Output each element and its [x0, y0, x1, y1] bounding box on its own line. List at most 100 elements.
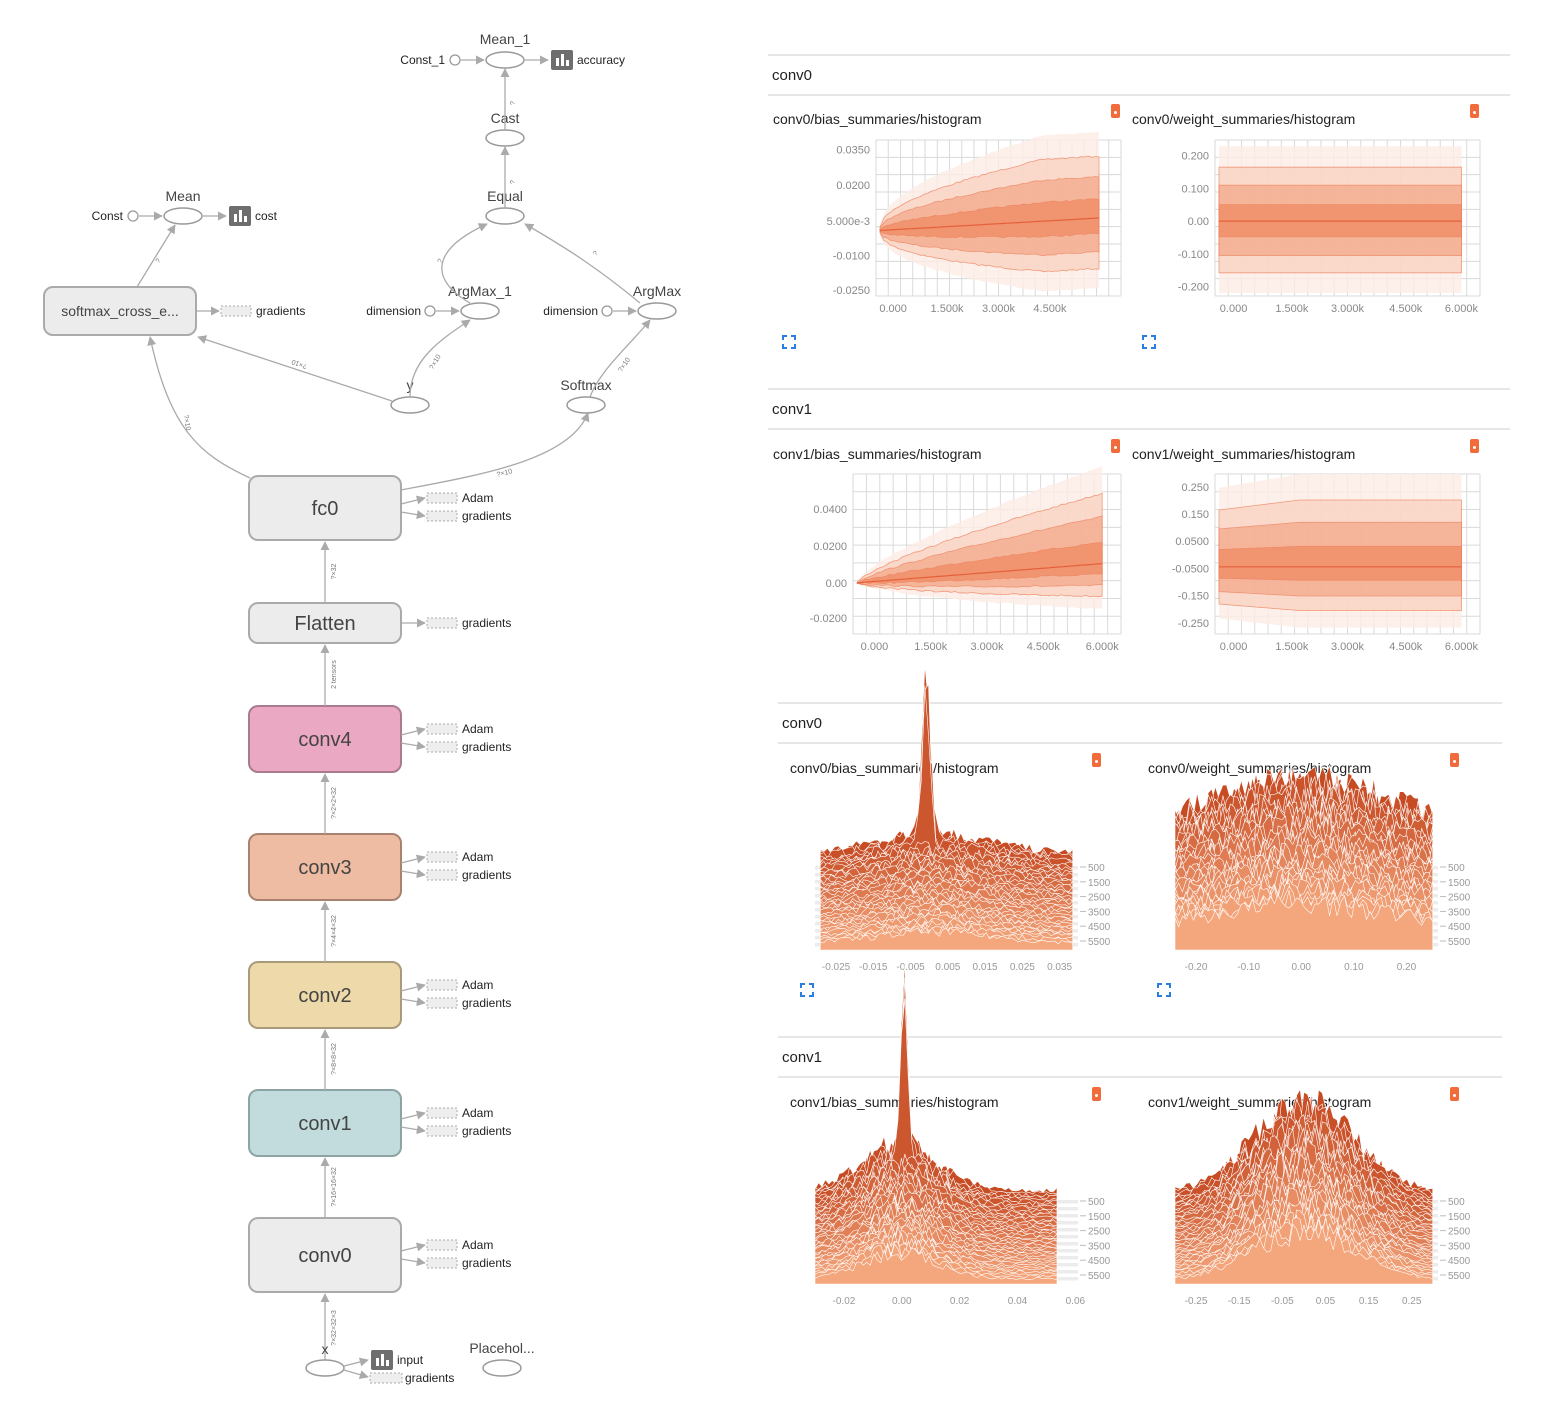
x-tick-label: -0.05: [1271, 1296, 1294, 1307]
median-line: [879, 217, 1100, 232]
aux-box-gradients[interactable]: [426, 1257, 458, 1269]
section-rule: [768, 94, 1510, 96]
fullscreen-icon[interactable]: [782, 335, 796, 349]
histogram-chart-conv0-weight[interactable]: 500 1500 2500 3500 4500 5500 -0.20 -0.10 0.00 0.1…: [1174, 764, 1498, 980]
node-x[interactable]: [305, 1359, 345, 1377]
x-tick-label: 0.015: [973, 962, 998, 973]
step-label: 3500: [1448, 907, 1471, 918]
aux-box-gradients[interactable]: [426, 741, 458, 753]
ridge-series: [1174, 894, 1434, 951]
card-menu-icon[interactable]: [1092, 753, 1101, 767]
card-title: conv0/weight_summaries/histogram: [1148, 760, 1372, 776]
summary-bar: [244, 216, 247, 222]
graph-panel[interactable]: fc0 Adam gradients Flatten gradients conv4 Ada…: [0, 0, 730, 1422]
node-dimension-1[interactable]: [424, 305, 436, 317]
graph-canvas[interactable]: fc0 Adam gradients Flatten gradients conv4 Ada…: [0, 0, 730, 1422]
section-rule: [778, 1076, 1502, 1078]
x-tick-label: 0.02: [950, 1296, 970, 1307]
aux-box-adam[interactable]: [426, 1239, 458, 1251]
summary-label-input: input: [397, 1353, 424, 1367]
aux-box-gradients[interactable]: [426, 869, 458, 881]
x-tick-label: -0.10: [1237, 962, 1260, 973]
node-cast[interactable]: [485, 129, 525, 147]
node-mean[interactable]: [163, 207, 203, 225]
aux-label-gradients: gradients: [462, 509, 511, 523]
y-tick-label: -0.100: [1178, 249, 1209, 261]
aux-box-gradients[interactable]: [220, 305, 252, 317]
histogram-chart-conv1-bias[interactable]: 500 1500 2500 3500 4500 5500 -0.02 0.00 0.02 0.04…: [814, 963, 1138, 1314]
aux-box-gradients[interactable]: [426, 997, 458, 1009]
aux-label-gradients: gradients: [405, 1371, 454, 1385]
step-label: 5500: [1448, 1271, 1471, 1282]
card-menu-icon[interactable]: [1111, 439, 1120, 453]
y-tick-label: 0.0350: [836, 144, 870, 156]
fullscreen-icon[interactable]: [1142, 335, 1156, 349]
node-fc0[interactable]: [248, 475, 402, 541]
node-argmax-1[interactable]: [460, 302, 500, 320]
card-menu-icon[interactable]: [1470, 439, 1479, 453]
aux-label-adam: Adam: [462, 722, 493, 736]
aux-box-gradients[interactable]: [369, 1372, 403, 1384]
edge-shape-label: ?: [155, 257, 163, 264]
section-header[interactable]: conv1: [772, 401, 813, 418]
aux-box-adam[interactable]: [426, 723, 458, 735]
section-header[interactable]: conv0: [772, 67, 813, 84]
step-label: 2500: [1088, 893, 1111, 904]
aux-box-adam[interactable]: [426, 1107, 458, 1119]
aux-label-gradients: gradients: [462, 616, 511, 630]
card-title: conv1/bias_summaries/histogram: [790, 1094, 999, 1110]
fullscreen-icon[interactable]: [800, 983, 814, 997]
node-const-1[interactable]: [449, 54, 461, 66]
aux-box-adam[interactable]: [426, 851, 458, 863]
edge-aux: [400, 510, 426, 520]
median-line: [856, 563, 1103, 584]
y-tick-label: 0.250: [1181, 482, 1209, 494]
summary-label-accuracy: accuracy: [577, 53, 625, 67]
card-menu-icon[interactable]: [1111, 104, 1120, 118]
aux-box-gradients[interactable]: [426, 617, 458, 629]
distribution-chart-conv0-weight[interactable]: 0.200 0.100 0.00 -0.100 -0.200 0.000 1.500k 3.0…: [1145, 132, 1490, 318]
step-label: 4500: [1448, 1256, 1471, 1267]
aux-box-adam[interactable]: [426, 979, 458, 991]
x-tick-label: 1.500k: [1275, 303, 1309, 315]
node-mean-1[interactable]: [485, 51, 525, 69]
x-tick-label: 4.500k: [1389, 641, 1423, 653]
distribution-chart-conv1-bias[interactable]: 0.0400 0.0200 0.00 -0.0200 0.000 1.500k 3.000k…: [783, 466, 1131, 656]
node-const[interactable]: [127, 210, 139, 222]
histogram-chart-conv0-bias[interactable]: 500 1500 2500 3500 4500 5500 -0.025 -0.015 -0.00…: [815, 664, 1138, 980]
y-tick-label: -0.250: [1178, 618, 1209, 630]
node-dimension[interactable]: [601, 305, 613, 317]
distribution-chart-conv0-bias[interactable]: 0.0350 0.0200 5.000e-3 -0.0100 -0.0250 0.000 1…: [806, 131, 1131, 318]
edge-y-argmax1: [409, 319, 471, 398]
aux-label-adam: Adam: [462, 850, 493, 864]
distribution-band: [856, 542, 1103, 585]
node-placeholder[interactable]: [482, 1359, 522, 1377]
section-rule: [778, 1036, 1502, 1038]
node-argmax[interactable]: [637, 302, 677, 320]
card-menu-icon[interactable]: [1450, 753, 1459, 767]
y-tick-label: -0.200: [1178, 282, 1209, 294]
fullscreen-icon[interactable]: [1157, 983, 1171, 997]
summary-label-cost: cost: [255, 209, 278, 223]
label-const-1: Const_1: [400, 53, 445, 67]
card-menu-icon[interactable]: [1450, 1087, 1459, 1101]
card-menu-icon[interactable]: [1470, 104, 1479, 118]
x-tick-label: 3.000k: [1331, 303, 1365, 315]
node-softmax[interactable]: [566, 396, 606, 414]
x-tick-label: -0.20: [1185, 962, 1208, 973]
aux-box-gradients[interactable]: [426, 510, 458, 522]
node-equal[interactable]: [485, 207, 525, 225]
histogram-chart-conv1-weight[interactable]: 500 1500 2500 3500 4500 5500 -0.25 -0.15 -0.05 0.…: [1174, 1088, 1498, 1314]
distribution-chart-conv1-weight[interactable]: 0.250 0.150 0.0500 -0.0500 -0.150 -0.250 0.000…: [1145, 466, 1490, 656]
section-header[interactable]: conv0: [782, 715, 823, 732]
section-header[interactable]: conv1: [782, 1049, 823, 1066]
node-label-y: y: [407, 377, 414, 393]
card-menu-icon[interactable]: [1092, 1087, 1101, 1101]
aux-box-adam[interactable]: [426, 492, 458, 504]
edge-shape-label: ?×32: [331, 564, 338, 580]
node-y[interactable]: [390, 396, 430, 414]
node-label-conv2: conv2: [298, 985, 351, 1007]
x-tick-label: 3.000k: [970, 641, 1004, 653]
edge-shape-label: ?: [510, 180, 517, 184]
aux-box-gradients[interactable]: [426, 1125, 458, 1137]
